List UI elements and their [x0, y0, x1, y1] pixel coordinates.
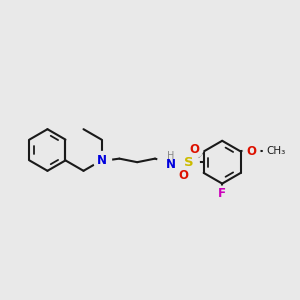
Text: F: F: [218, 188, 226, 200]
Text: S: S: [184, 156, 194, 169]
Text: N: N: [97, 154, 106, 167]
Text: O: O: [178, 169, 188, 182]
Text: CH₃: CH₃: [266, 146, 286, 157]
Text: O: O: [189, 142, 199, 156]
Text: H: H: [167, 151, 175, 160]
Text: O: O: [246, 145, 256, 158]
Text: N: N: [166, 158, 176, 171]
